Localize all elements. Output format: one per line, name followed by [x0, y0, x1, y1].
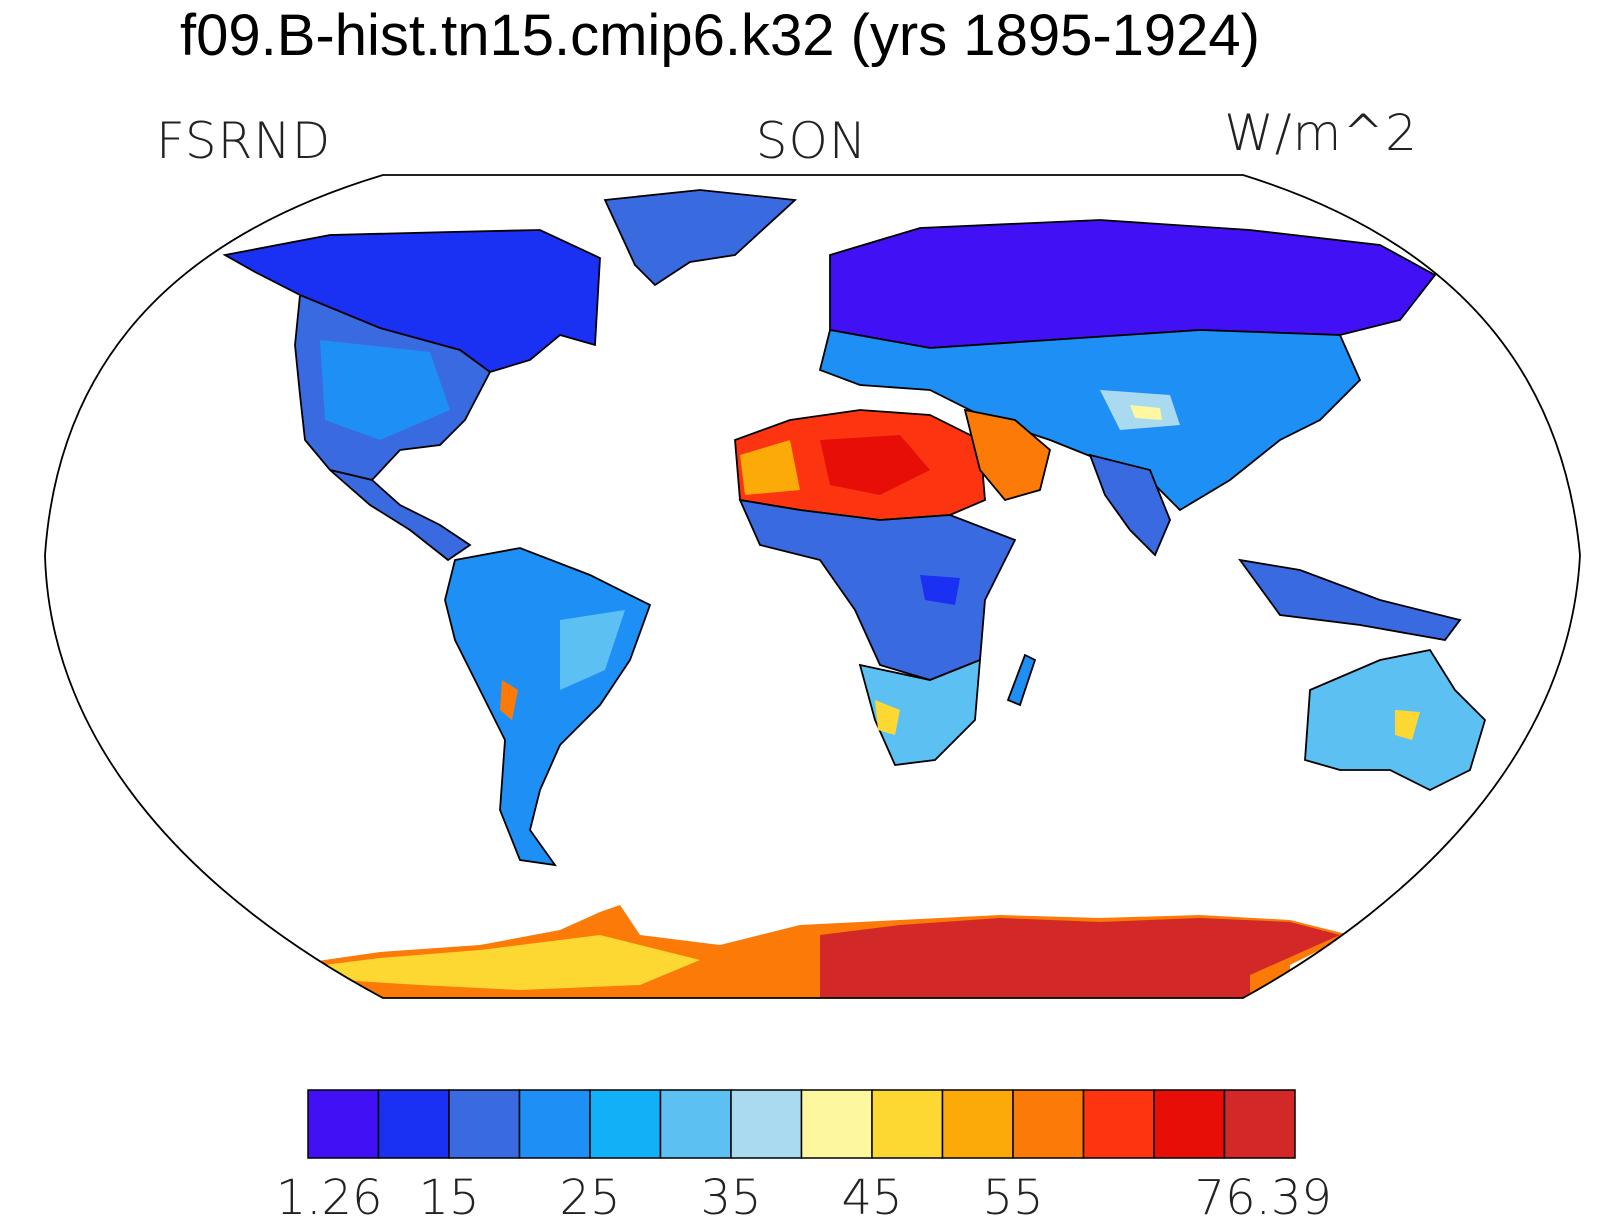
usa-inner-region	[320, 340, 450, 440]
colorbar-tick-label: 15	[418, 1170, 480, 1226]
mexico-region	[329, 469, 472, 562]
colorbar-tick-label: 25	[559, 1170, 621, 1226]
colorbar-swatch	[448, 1089, 521, 1159]
south-asia-region	[1088, 453, 1171, 557]
kalahari-region	[875, 700, 900, 735]
colorbar-swatch	[730, 1089, 803, 1159]
sahara-core-region	[820, 435, 930, 495]
colorbar-swatch	[871, 1089, 944, 1159]
central-asia-region	[818, 328, 1362, 512]
greenland-region	[603, 189, 798, 287]
colorbar-swatch	[1012, 1089, 1085, 1159]
season-label: SON	[755, 112, 868, 170]
colorbar-swatch	[1082, 1089, 1155, 1159]
brazil-inner-region	[560, 610, 625, 690]
tibet-core-region	[1130, 405, 1162, 420]
colorbar-tick-label: 55	[982, 1170, 1044, 1226]
colorbar-tick-label: 45	[841, 1170, 903, 1226]
south-america-region	[444, 547, 652, 867]
colorbar-swatch	[589, 1089, 662, 1159]
colorbar-swatch	[800, 1089, 873, 1159]
antarctica-east-region	[820, 918, 1340, 998]
sahara-edge-region	[740, 440, 800, 495]
colorbar-tick-label: 35	[700, 1170, 762, 1226]
variable-label: FSRND	[156, 112, 332, 170]
map-border	[44, 174, 1581, 999]
southeast-asia-region	[1237, 558, 1462, 641]
colorbar-tick-label: 1.26	[275, 1170, 383, 1226]
colorbar-tick-label: 76.39	[1194, 1170, 1332, 1226]
colorbar-swatch	[659, 1089, 732, 1159]
congo-region	[920, 575, 960, 605]
central-australia-region	[1395, 710, 1420, 740]
colorbar-swatch	[941, 1089, 1014, 1159]
land-layer	[222, 189, 1557, 998]
colorbar-swatch	[518, 1089, 591, 1159]
colorbar-swatch	[1153, 1089, 1226, 1159]
antarctica-west-region	[300, 935, 700, 990]
colorbar-swatch	[377, 1089, 450, 1159]
new-zealand-region	[1503, 768, 1557, 822]
colorbar-swatch	[1223, 1089, 1296, 1159]
units-label: W/m^2	[1224, 104, 1418, 162]
map-title: f09.B-hist.tn15.cmip6.k32 (yrs 1895-1924…	[180, 3, 1260, 68]
northern-eurasia-region	[829, 219, 1437, 349]
atacama-region	[500, 680, 518, 720]
colorbar-swatch	[307, 1089, 380, 1159]
colorbar	[307, 1089, 1296, 1159]
central-africa-region	[738, 498, 1017, 681]
madagascar-region	[1006, 653, 1037, 707]
arabia-region	[963, 408, 1052, 502]
